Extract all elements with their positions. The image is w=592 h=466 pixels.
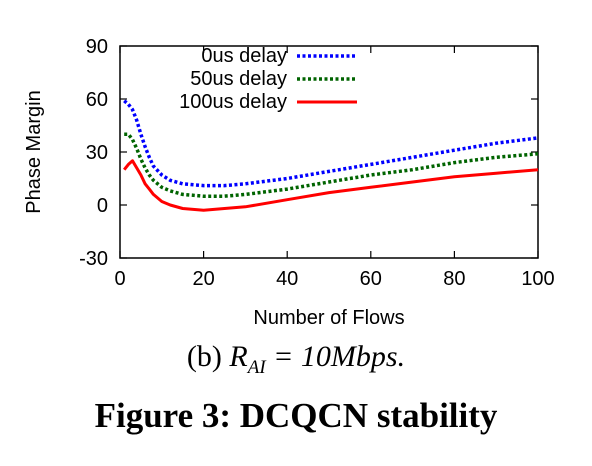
legend-label: 0us delay: [201, 45, 287, 67]
y-tick-label: 60: [86, 89, 108, 111]
y-tick-label: 90: [86, 36, 108, 58]
series-line-2: [123, 159, 539, 212]
x-tick-label: 100: [521, 268, 554, 290]
plot-frame: [119, 45, 539, 259]
figure-caption: Figure 3: DCQCN stability: [94, 396, 498, 435]
legend-label: 50us delay: [190, 68, 287, 90]
x-axis-label: Number of Flows: [253, 307, 404, 329]
y-tick-label: 30: [86, 142, 108, 164]
y-axis-label: Phase Margin: [23, 90, 45, 213]
x-tick-label: 60: [360, 268, 382, 290]
legend-label: 100us delay: [179, 91, 287, 113]
math-r: R: [229, 340, 248, 373]
math-subscript: AI: [247, 357, 266, 378]
x-tick-label: 80: [443, 268, 465, 290]
axes-group: 0 20 40 60 80 100 90 60 30 0 -30: [79, 36, 555, 290]
x-tick-label: 20: [192, 268, 214, 290]
series-line-0: [123, 99, 539, 188]
y-tick-label: 0: [97, 195, 108, 217]
y-tick-label: -30: [79, 248, 108, 270]
subfigure-caption: (b) RAI = 10Mbps.: [0, 340, 592, 379]
subfigure-prefix: (b): [186, 340, 230, 373]
x-tick-label: 40: [276, 268, 298, 290]
math-rest: = 10Mbps.: [265, 340, 406, 373]
series-group: [123, 99, 539, 212]
x-tick-label: 0: [114, 268, 125, 290]
series-line-1: [124, 132, 539, 198]
